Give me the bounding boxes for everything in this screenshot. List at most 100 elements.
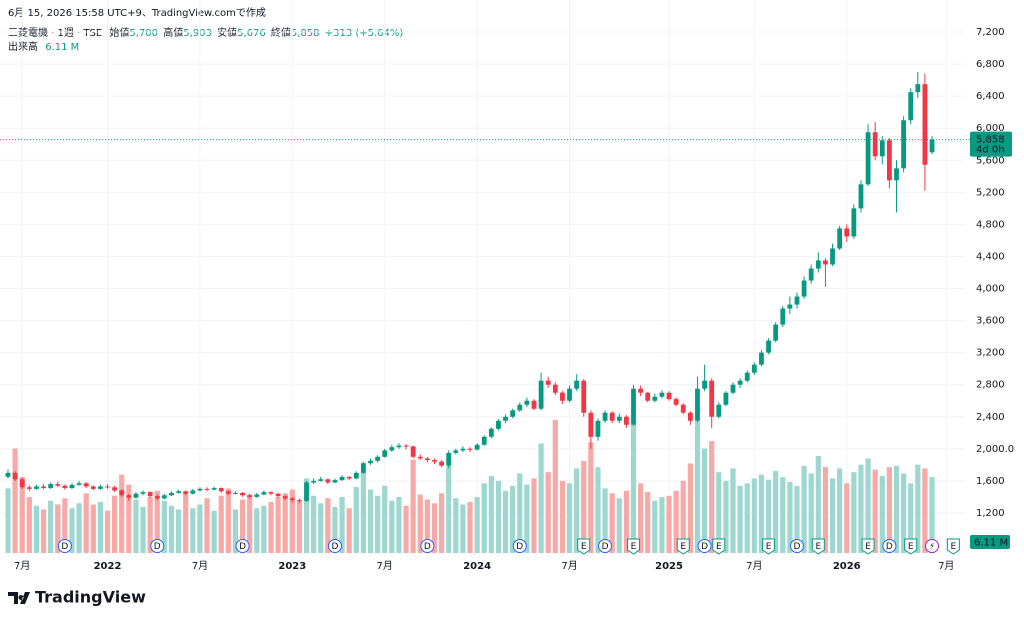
price-tag-label: 5,858 xyxy=(976,135,1005,146)
candle-body xyxy=(140,492,146,494)
candle-body xyxy=(318,479,324,481)
y-tick-label: 1,600 xyxy=(976,476,1005,487)
candle-body xyxy=(467,448,473,450)
candle-body xyxy=(474,444,480,450)
volume-bar xyxy=(680,480,686,553)
candle-body xyxy=(389,447,395,451)
price-layer xyxy=(5,72,935,504)
candle-body xyxy=(218,488,224,492)
volume-bar xyxy=(872,469,878,553)
volume-bar xyxy=(794,485,800,553)
low-value: 5,676 xyxy=(237,28,266,39)
candle-body xyxy=(488,428,494,437)
x-tick-label: 7月 xyxy=(377,560,393,572)
candle-body xyxy=(538,380,544,409)
volume-bar xyxy=(566,483,573,553)
y-tick-label: 3,200 xyxy=(976,348,1005,359)
candle-body xyxy=(908,92,914,121)
y-tick-label: 2,400 xyxy=(976,412,1005,423)
event-marker xyxy=(577,538,591,555)
volume-bar xyxy=(325,498,331,553)
y-tick-label: 6,000 xyxy=(976,123,1005,134)
volume-bar xyxy=(517,473,523,553)
volume-bar xyxy=(851,472,857,553)
candle-body xyxy=(687,412,693,421)
event-label: E xyxy=(716,542,722,552)
price-tag-countdown: 4d 0h xyxy=(976,145,1005,156)
candle-body xyxy=(773,324,779,341)
candle-body xyxy=(794,296,800,305)
volume-bar xyxy=(808,473,814,553)
volume-bar xyxy=(254,508,260,553)
open-value: 5,700 xyxy=(129,28,158,39)
volume-bar xyxy=(90,504,96,553)
volume-bar xyxy=(33,505,40,553)
volume-bar xyxy=(168,505,175,553)
y-tick-label: 7,200 xyxy=(976,27,1005,38)
volume-bar xyxy=(232,509,239,553)
candle-body xyxy=(396,445,402,448)
candle-body xyxy=(446,452,452,466)
candle-body xyxy=(531,400,537,409)
candle-body xyxy=(680,404,686,413)
volume-bar xyxy=(367,489,374,553)
x-tick-label: 2022 xyxy=(94,561,122,572)
x-tick-label: 2023 xyxy=(278,561,306,572)
event-label: D xyxy=(239,542,246,552)
volume-bar xyxy=(424,499,430,553)
y-tick-label: 6,400 xyxy=(976,91,1005,102)
candle-body xyxy=(460,448,466,451)
volume-bar xyxy=(104,510,111,553)
candle-body xyxy=(211,488,217,490)
candle-body xyxy=(872,132,878,157)
candle-body xyxy=(90,486,96,489)
candle-body xyxy=(787,304,793,309)
volume-bar xyxy=(112,495,118,553)
grid xyxy=(0,0,965,553)
candle-body xyxy=(332,480,338,483)
candle-body xyxy=(410,446,416,457)
candle-body xyxy=(154,496,160,499)
candle-body xyxy=(453,450,459,453)
event-marker xyxy=(861,538,875,555)
event-label: D xyxy=(602,542,609,552)
volume-bar xyxy=(609,493,615,553)
candle-body xyxy=(225,491,231,494)
candle-body xyxy=(339,476,345,481)
volume-bar xyxy=(175,509,182,553)
event-marker xyxy=(150,539,165,553)
candle-body xyxy=(716,404,722,417)
volume-bar xyxy=(502,490,509,553)
price-tag-box xyxy=(970,131,1012,157)
volume-bar xyxy=(147,497,153,553)
event-marker xyxy=(712,538,726,555)
event-marker xyxy=(57,539,72,553)
volume-bar xyxy=(538,443,544,553)
event-label: D xyxy=(61,542,68,552)
volume-bar xyxy=(488,475,494,553)
candle-body xyxy=(261,492,267,495)
candle-body xyxy=(823,260,828,265)
candle-body xyxy=(62,485,68,489)
change: +313 (+5.64%) xyxy=(325,28,404,39)
candle-body xyxy=(631,388,636,425)
event-marker xyxy=(697,539,712,553)
candle-body xyxy=(304,482,309,501)
candle-body xyxy=(894,168,899,181)
volume-bar xyxy=(353,487,359,553)
volume-bar xyxy=(844,483,850,553)
candle-body xyxy=(659,392,665,397)
volume-bar xyxy=(773,470,779,553)
volume-bar xyxy=(76,503,82,553)
volume-bar xyxy=(5,488,11,553)
candle-body xyxy=(602,412,608,421)
volume-bar xyxy=(239,499,246,553)
volume-bar xyxy=(69,508,75,553)
volume-bar xyxy=(623,490,629,553)
legend-line: 三菱電機 · 1週 · TSE 始値5,700 高値5,903 安値5,676 … xyxy=(8,26,403,39)
candle-body xyxy=(865,132,871,185)
volume-bar xyxy=(318,503,324,553)
volume-bar xyxy=(893,465,900,553)
candle-body xyxy=(517,404,523,411)
